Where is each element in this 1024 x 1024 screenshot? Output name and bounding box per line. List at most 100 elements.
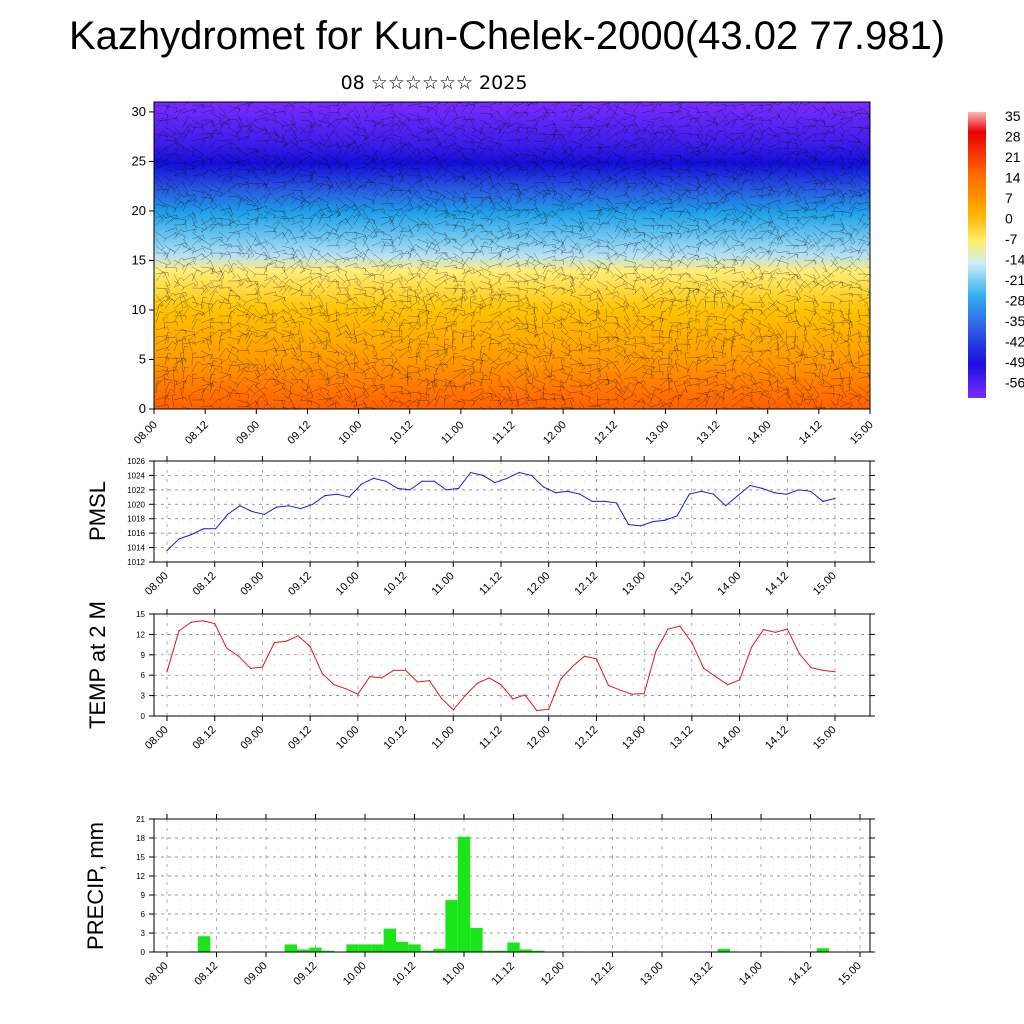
heat-ytick-label: 5 [139, 351, 146, 366]
temp-ylabel: TEMP at 2 M [85, 601, 110, 729]
data-point [524, 694, 526, 696]
ytick-label: 15 [136, 610, 145, 619]
data-point [631, 693, 633, 695]
data-point [512, 698, 514, 700]
data-point [369, 676, 371, 678]
heat-xtick-label: 10.00 [336, 419, 364, 447]
data-point [457, 487, 460, 489]
heat-xtick-label: 11.00 [439, 419, 466, 446]
data-point [249, 667, 252, 670]
ytick-label: 0 [141, 948, 146, 957]
data-point [381, 677, 383, 679]
pmsl-panel: 1012 1014 1016 1018 1020 1022 1024 1026 08.00 08.… [85, 456, 875, 598]
temp-grid [154, 613, 870, 717]
precip-bar [284, 944, 297, 952]
data-point [810, 667, 812, 669]
xtick-label: 09.12 [286, 724, 314, 752]
xtick-label: 10.00 [334, 724, 362, 752]
precip-bar [519, 949, 533, 952]
data-point [700, 490, 703, 492]
ytick-label: 1018 [127, 515, 145, 524]
data-point [202, 620, 204, 622]
xtick-label: 14.12 [786, 960, 814, 988]
data-point [643, 693, 645, 695]
data-point [500, 684, 502, 686]
data-point [595, 658, 598, 660]
data-point [834, 497, 836, 500]
data-point [676, 515, 678, 517]
precip-frame [153, 818, 871, 953]
ytick-label: 9 [141, 891, 146, 900]
ytick-label: 9 [141, 651, 146, 660]
heat-xtick-label: 11.12 [490, 419, 517, 446]
ytick-label: 1024 [127, 471, 145, 480]
data-point [583, 655, 586, 657]
data-point [536, 710, 538, 712]
heat-ytick-label: 25 [132, 153, 146, 168]
data-point [572, 665, 574, 668]
xtick-label: 08.12 [191, 724, 219, 752]
xtick-label: 08.12 [192, 960, 220, 988]
data-point [166, 549, 168, 552]
heatmap-field [154, 102, 870, 409]
heat-xtick-label: 08.00 [132, 419, 160, 447]
data-point [640, 525, 642, 527]
ytick-label: 1014 [127, 544, 145, 553]
data-point [336, 493, 338, 495]
heat-ytick-label: 20 [132, 203, 146, 218]
xtick-label: 15.00 [811, 724, 839, 752]
precip-bar [482, 950, 495, 952]
data-point [822, 500, 824, 502]
data-point [405, 669, 407, 672]
xtick-label: 14.12 [763, 724, 791, 752]
precip-ylabel: PRECIP, mm [83, 822, 108, 950]
data-point [691, 642, 693, 644]
pmsl-ylabel: PMSL [85, 481, 110, 541]
colorbar-label: -7 [1005, 231, 1018, 247]
data-point [470, 471, 472, 474]
pmsl-frame [153, 460, 871, 563]
data-point [275, 506, 277, 508]
data-point [822, 669, 824, 672]
precip-grid [154, 818, 870, 953]
data-point [397, 487, 399, 489]
data-point [385, 480, 387, 482]
data-point [287, 505, 290, 507]
heat-xtick-label: 12.12 [592, 419, 620, 447]
data-point [416, 681, 419, 683]
data-point [372, 477, 375, 479]
data-point [178, 630, 180, 632]
xtick-label: 08.00 [143, 960, 171, 988]
precip-bar [296, 949, 310, 952]
data-point [548, 708, 550, 710]
data-point [300, 508, 302, 510]
wind-barbs-layer [155, 102, 870, 409]
data-point [555, 492, 557, 494]
colorbar-label: 35 [1005, 108, 1021, 124]
data-point [357, 693, 359, 695]
xtick-label: 13.00 [620, 570, 648, 598]
data-point [202, 528, 204, 530]
data-point [785, 493, 788, 495]
precip-bar [309, 947, 322, 952]
precip-bar [445, 900, 458, 952]
precip-bar [395, 941, 409, 952]
precip-bar [346, 944, 359, 952]
data-point [345, 688, 347, 690]
data-point [688, 493, 690, 495]
colorbar-label: -14 [1005, 252, 1024, 268]
data-point [494, 482, 496, 484]
xtick-label: 08.00 [143, 570, 171, 598]
data-point [297, 635, 299, 637]
data-point [309, 646, 311, 648]
colorbar: 35 28 21 14 7 0 -7 -14 -21 -28 -35 -42 -49 -56 [968, 108, 1024, 398]
xtick-label: 09.00 [242, 960, 270, 988]
heat-ytick-label: 15 [132, 252, 146, 267]
xtick-label: 09.00 [238, 570, 266, 598]
data-point [238, 655, 240, 657]
data-point [190, 621, 192, 623]
xtick-label: 09.00 [238, 724, 266, 752]
precip-axes: 0 3 6 9 12 15 18 21 08.00 08.12 09.00 09.12 10.00 10.… [136, 814, 875, 988]
temp-panel: 0 3 6 9 12 15 08.00 08.12 09.00 09.12 10.00 10.12 11… [85, 601, 875, 752]
page-title: Kazhydromet for Kun-Chelek-2000(43.02 77… [68, 14, 946, 58]
